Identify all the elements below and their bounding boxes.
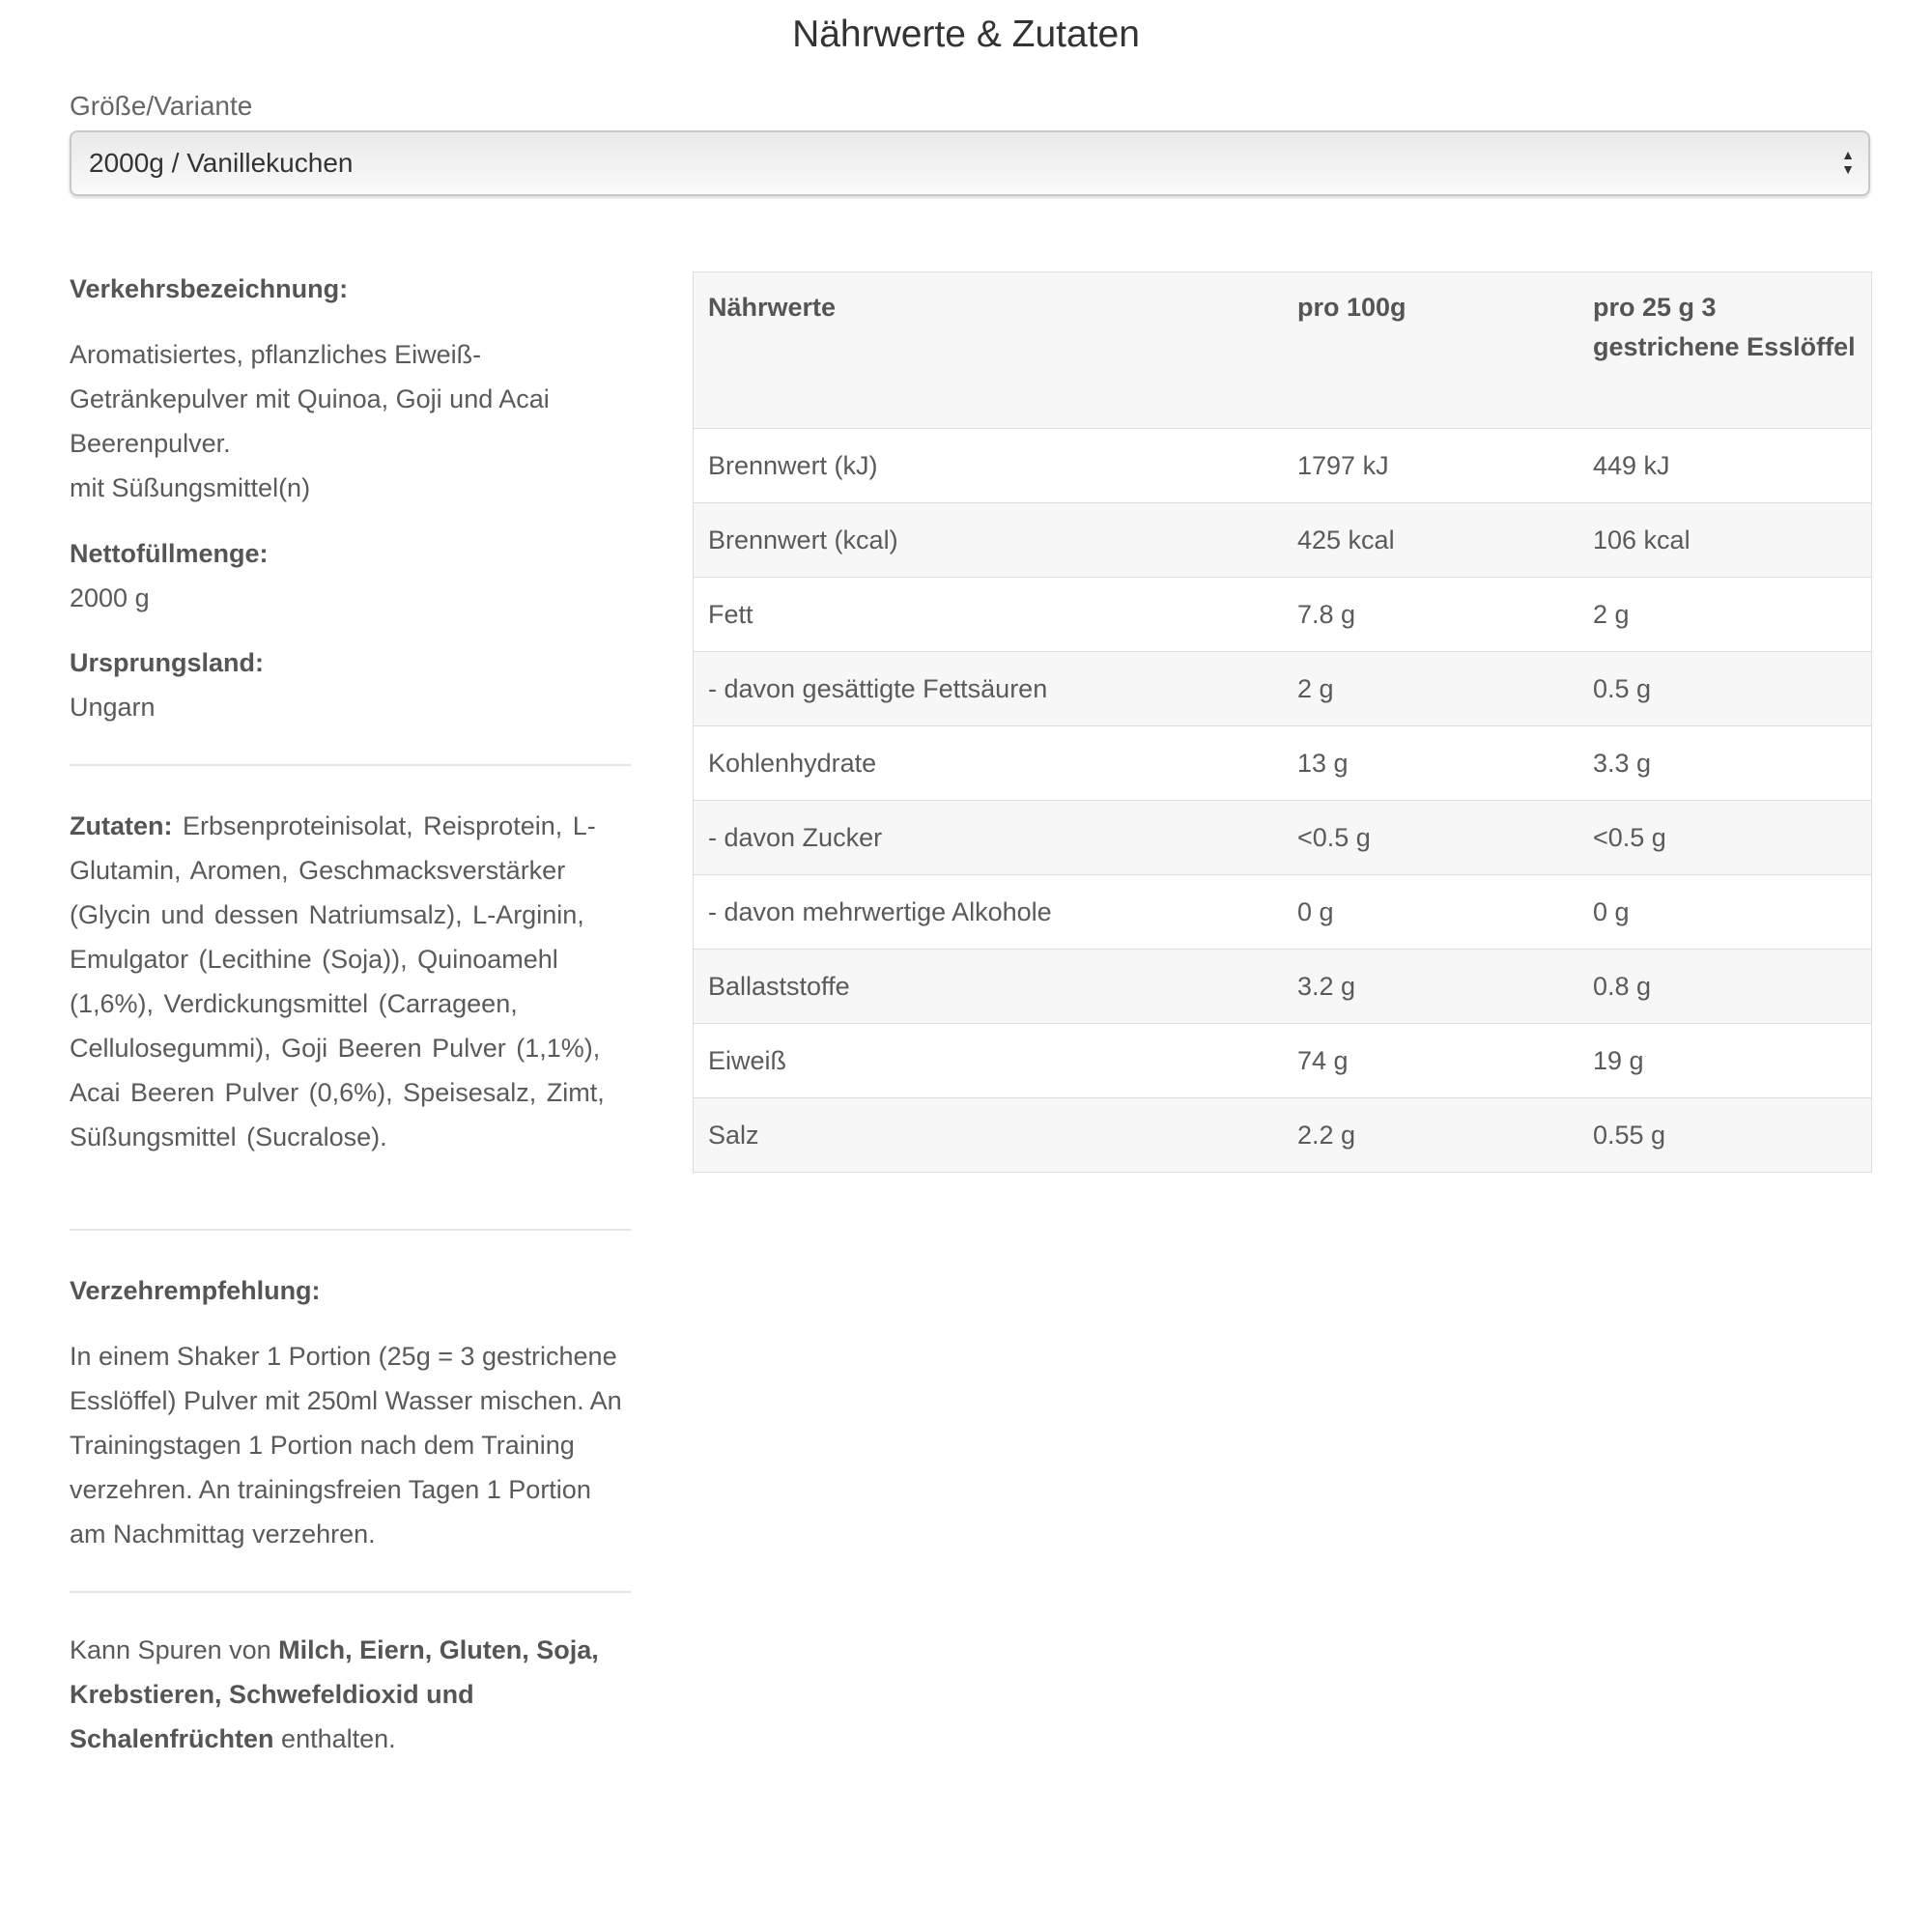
usage-label: Verzehrempfehlung: xyxy=(70,1276,321,1305)
ingredient: Goji Beeren Pulver (1,1%), xyxy=(281,1034,601,1063)
nutrient-name: - davon gesättigte Fettsäuren xyxy=(693,651,1283,726)
table-row: - davon Zucker <0.5 g <0.5 g xyxy=(693,800,1872,875)
value-per-portion: 0.5 g xyxy=(1578,651,1872,726)
value-per-portion: 19 g xyxy=(1578,1023,1872,1098)
value-per-100g: 13 g xyxy=(1283,725,1578,801)
value-per-portion: 2 g xyxy=(1578,577,1872,652)
value-per-portion: <0.5 g xyxy=(1578,800,1872,875)
ingredient: L-Arginin, xyxy=(472,900,584,929)
nutrient-name: - davon mehrwertige Alkohole xyxy=(693,874,1283,950)
ingredient: Speisesalz, xyxy=(403,1078,537,1107)
designation-text: Aromatisiertes, pflanzliches Eiweiß-Getr… xyxy=(70,340,550,458)
table-row: Brennwert (kJ) 1797 kJ 449 kJ xyxy=(693,428,1872,503)
value-per-portion: 0.8 g xyxy=(1578,949,1872,1024)
ingredient: Quinoamehl (1,6%), xyxy=(70,945,558,1018)
header-per-portion: pro 25 g 3 gestrichene Esslöffel xyxy=(1578,271,1872,429)
ingredient: Acai Beeren Pulver (0,6%), xyxy=(70,1078,393,1107)
header-per-100g: pro 100g xyxy=(1283,271,1578,429)
designation-note: mit Süßungsmittel(n) xyxy=(70,473,311,502)
nutrient-name: Brennwert (kJ) xyxy=(693,428,1283,503)
nutrient-name: Fett xyxy=(693,577,1283,652)
ingredient: L-Glutamin, xyxy=(70,811,596,885)
designation-label: Verkehrsbezeichnung: xyxy=(70,274,349,303)
value-per-portion: 0.55 g xyxy=(1578,1097,1872,1173)
allergen-list: Milch, Eiern, Gluten, Soja, Krebstieren,… xyxy=(70,1635,599,1753)
net-label: Nettofüllmenge: xyxy=(70,539,269,568)
table-row: - davon gesättigte Fettsäuren 2 g 0.5 g xyxy=(693,651,1872,726)
table-row: Brennwert (kcal) 425 kcal 106 kcal xyxy=(693,502,1872,578)
nutrient-name: Ballaststoffe xyxy=(693,949,1283,1024)
value-per-portion: 0 g xyxy=(1578,874,1872,950)
value-per-100g: 2 g xyxy=(1283,651,1578,726)
value-per-portion: 449 kJ xyxy=(1578,428,1872,503)
allergen-prefix: Kann Spuren von xyxy=(70,1635,279,1664)
variant-label: Größe/Variante xyxy=(70,91,253,121)
variant-selected-value: 2000g / Vanillekuchen xyxy=(89,148,354,178)
variant-select[interactable]: 2000g / Vanillekuchen ▲ ▼ xyxy=(70,130,1870,196)
origin-label: Ursprungsland: xyxy=(70,648,265,677)
ingredient: Emulgator (Lecithine (Soja)), xyxy=(70,945,408,974)
ingredient: Verdickungsmittel (Carrageen, Celluloseg… xyxy=(70,989,518,1063)
select-arrows-icon: ▲ ▼ xyxy=(1841,147,1855,177)
value-per-100g: 2.2 g xyxy=(1283,1097,1578,1173)
value-per-100g: 1797 kJ xyxy=(1283,428,1578,503)
origin-value: Ungarn xyxy=(70,693,156,722)
value-per-portion: 106 kcal xyxy=(1578,502,1872,578)
header-nutrient: Nährwerte xyxy=(693,271,1283,429)
ingredient: Süßungsmittel (Sucralose). xyxy=(70,1122,387,1151)
ingredient: Zimt, xyxy=(546,1078,605,1107)
ingredient: Aromen, xyxy=(189,856,289,885)
value-per-100g: 7.8 g xyxy=(1283,577,1578,652)
net-value: 2000 g xyxy=(70,583,150,612)
nutrient-name: Salz xyxy=(693,1097,1283,1173)
table-row: Ballaststoffe 3.2 g 0.8 g xyxy=(693,949,1872,1024)
value-per-100g: 0 g xyxy=(1283,874,1578,950)
value-per-portion: 3.3 g xyxy=(1578,725,1872,801)
value-per-100g: 425 kcal xyxy=(1283,502,1578,578)
ingredient: Reisprotein, xyxy=(423,811,563,840)
divider xyxy=(70,1229,631,1231)
allergen-note: Kann Spuren von Milch, Eiern, Gluten, So… xyxy=(70,1628,631,1761)
table-row: Eiweiß 74 g 19 g xyxy=(693,1023,1872,1098)
ingredient: Geschmacksverstärker (Glycin und dessen … xyxy=(70,856,566,929)
table-row: Kohlenhydrate 13 g 3.3 g xyxy=(693,725,1872,801)
value-per-100g: <0.5 g xyxy=(1283,800,1578,875)
page-title: Nährwerte & Zutaten xyxy=(792,14,1140,55)
product-info: Verkehrsbezeichnung: Aromatisiertes, pfl… xyxy=(70,267,631,1761)
table-row: Salz 2.2 g 0.55 g xyxy=(693,1097,1872,1173)
nutrient-name: Eiweiß xyxy=(693,1023,1283,1098)
divider xyxy=(70,764,631,766)
nutrient-name: - davon Zucker xyxy=(693,800,1283,875)
ingredients-label: Zutaten: xyxy=(70,811,173,840)
nutrient-name: Kohlenhydrate xyxy=(693,725,1283,801)
value-per-100g: 3.2 g xyxy=(1283,949,1578,1024)
nutrition-table: Nährwerte pro 100g pro 25 g 3 gestrichen… xyxy=(693,271,1872,1173)
divider xyxy=(70,1591,631,1593)
usage-text: In einem Shaker 1 Portion (25g = 3 gestr… xyxy=(70,1342,622,1548)
nutrient-name: Brennwert (kcal) xyxy=(693,502,1283,578)
value-per-100g: 74 g xyxy=(1283,1023,1578,1098)
allergen-suffix: enthalten. xyxy=(273,1724,396,1753)
ingredients: Zutaten: Erbsenproteinisolat, Reisprotei… xyxy=(70,804,631,1159)
ingredient: Erbsenproteinisolat, xyxy=(183,811,413,840)
